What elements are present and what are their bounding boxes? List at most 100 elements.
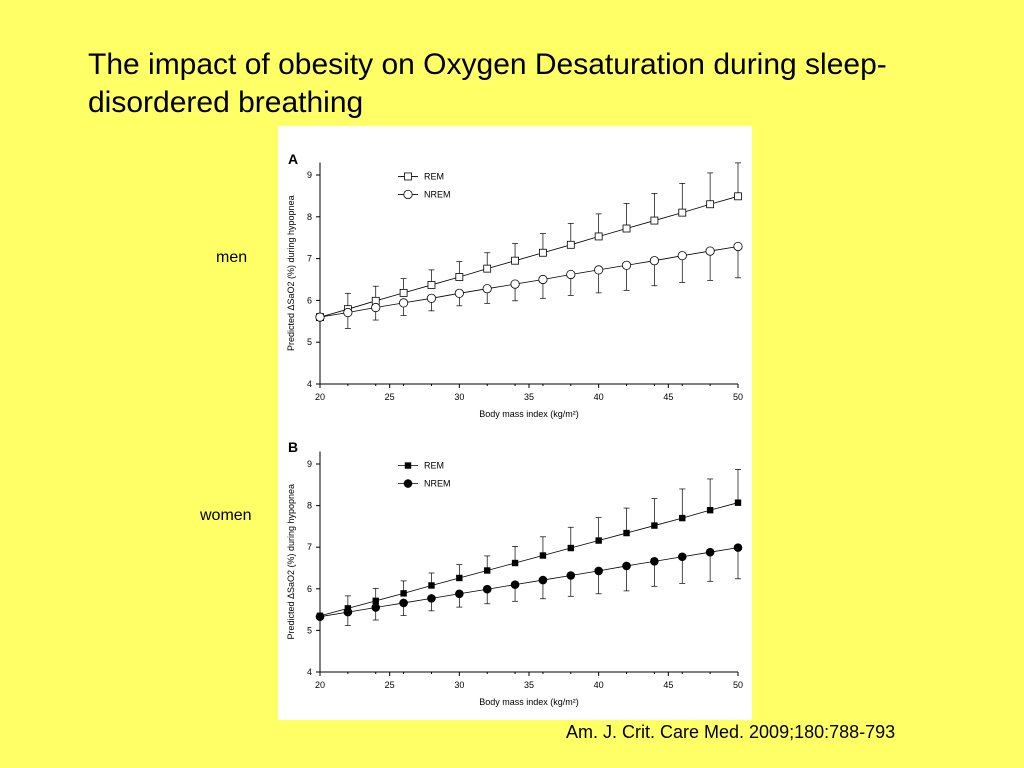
x-tick-label: 30 (454, 680, 464, 690)
y-tick-label: 7 (307, 542, 312, 552)
series-nrem (315, 543, 743, 626)
marker-square (594, 232, 603, 241)
marker-circle (566, 269, 576, 280)
y-axis-label: Predicted ΔSaO2 (%) during hypopnea (286, 484, 296, 640)
x-tick-label: 20 (315, 680, 325, 690)
series-rem (316, 162, 742, 322)
marker-square (539, 552, 547, 559)
marker-square (622, 224, 631, 233)
x-tick-label: 20 (315, 392, 325, 402)
marker-circle (510, 580, 520, 589)
legend-label: REM (424, 171, 444, 181)
marker-square (400, 590, 407, 597)
marker-circle (733, 241, 743, 252)
marker-square (372, 597, 379, 605)
marker-square (734, 192, 742, 201)
marker-circle (677, 251, 687, 261)
y-tick-label: 4 (307, 379, 312, 389)
series-line (319, 195, 739, 318)
marker-circle (427, 594, 436, 603)
marker-square (404, 172, 412, 181)
marker-circle (343, 307, 353, 318)
marker-square (650, 216, 659, 225)
y-tick-label: 5 (307, 337, 312, 347)
marker-circle (566, 571, 576, 580)
legend-entry-rem: REM (398, 171, 444, 181)
marker-circle (403, 479, 413, 488)
marker-circle (538, 274, 548, 285)
citation: Am. J. Crit. Care Med. 2009;180:788-793 (566, 722, 896, 742)
x-tick-label: 30 (454, 392, 464, 402)
marker-square (404, 462, 412, 469)
legend-label: NREM (424, 479, 451, 489)
series-line (319, 502, 739, 617)
x-tick-label: 25 (385, 680, 395, 690)
marker-circle (705, 547, 715, 557)
series-line (319, 246, 739, 318)
panel-letter: B (288, 439, 298, 455)
marker-square (706, 506, 714, 514)
marker-square (455, 273, 464, 281)
marker-square (567, 544, 574, 552)
marker-square (595, 537, 602, 544)
y-tick-label: 9 (307, 459, 312, 469)
figure-panel: A 4 5 6 7 8 9 20 25 30 35 40 45 50 Body mass index (kg… (278, 126, 752, 720)
x-tick-label: 25 (385, 392, 395, 402)
x-tick-label: 35 (524, 392, 534, 402)
marker-circle (482, 584, 492, 594)
marker-square (456, 574, 463, 582)
label-men: men (216, 249, 248, 266)
marker-square (651, 522, 658, 529)
label-women: women (200, 507, 252, 524)
marker-square (539, 248, 547, 257)
y-axis-label: Predicted ΔSaO2 (%) during hypopnea (286, 195, 296, 351)
y-tick-label: 6 (307, 295, 312, 305)
marker-circle (403, 189, 413, 200)
x-axis-label: Body mass index (kg/m²) (479, 409, 579, 419)
legend-entry-nrem: NREM (398, 479, 451, 489)
x-tick-label: 40 (594, 680, 604, 690)
series-line (319, 547, 739, 618)
marker-circle (594, 566, 603, 576)
marker-circle (677, 552, 687, 562)
marker-square (484, 567, 491, 574)
marker-circle (622, 561, 631, 571)
marker-square (399, 288, 408, 297)
marker-square (706, 200, 715, 209)
marker-circle (455, 589, 464, 599)
y-tick-label: 7 (307, 254, 312, 264)
legend-entry-rem: REM (398, 461, 444, 471)
marker-square (623, 529, 630, 537)
marker-circle (343, 607, 353, 617)
marker-circle (315, 612, 325, 621)
x-tick-label: 45 (663, 680, 673, 690)
marker-circle (315, 312, 325, 322)
y-tick-label: 6 (307, 584, 312, 594)
marker-circle (426, 293, 437, 303)
marker-circle (371, 302, 381, 313)
marker-circle (594, 265, 604, 275)
marker-circle (482, 284, 492, 294)
legend-label: REM (424, 461, 444, 471)
slide-title: The impact of obesity on Oxygen Desatura… (88, 48, 887, 119)
marker-square (566, 240, 575, 249)
marker-square (679, 514, 686, 522)
marker-square (428, 582, 435, 589)
marker-circle (621, 260, 632, 270)
marker-square (734, 499, 742, 506)
series-nrem (315, 241, 743, 329)
marker-circle (538, 575, 548, 585)
y-tick-label: 8 (307, 212, 312, 222)
y-tick-label: 8 (307, 501, 312, 511)
marker-circle (454, 288, 464, 298)
marker-circle (510, 279, 520, 289)
marker-circle (649, 256, 659, 266)
y-tick-label: 9 (307, 170, 312, 180)
x-tick-label: 50 (733, 392, 743, 402)
marker-square (427, 281, 436, 289)
y-tick-label: 5 (307, 625, 312, 635)
marker-square (511, 256, 519, 265)
